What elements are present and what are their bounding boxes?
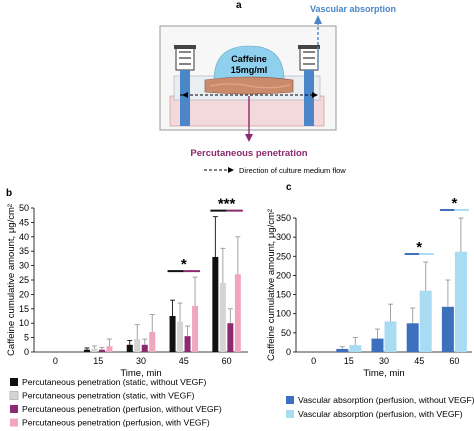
significance-label: ***	[218, 196, 236, 213]
bar	[336, 348, 349, 352]
x-tick-label: 30	[136, 356, 146, 366]
bar	[349, 345, 362, 352]
bar	[441, 306, 454, 352]
y-tick-label: 250	[276, 251, 291, 261]
y-tick-label: 300	[276, 232, 291, 242]
bar	[184, 336, 191, 352]
legend-swatch	[286, 410, 294, 418]
percutaneous-label: Percutaneous penetration	[190, 148, 307, 159]
y-tick-label: 50	[19, 203, 29, 213]
x-tick-label: 0	[311, 356, 316, 366]
legend-label: Percutaneous penetration (static, withou…	[22, 377, 207, 387]
bar	[126, 344, 133, 352]
bar	[234, 274, 241, 352]
y-tick-label: 45	[19, 217, 29, 227]
bar	[219, 282, 226, 352]
legend-label: Percutaneous penetration (perfusion, wit…	[22, 418, 210, 428]
y-tick-label: 10	[19, 318, 29, 328]
x-tick-label: 15	[344, 356, 354, 366]
legend-swatch	[286, 396, 294, 404]
bar	[227, 323, 234, 352]
bar	[149, 331, 156, 352]
chart-c: 0 50 100 150 200 250 300 350 0 15 30 45 60 * * Time, mi…	[266, 195, 474, 419]
significance-label: *	[416, 239, 422, 256]
flow-legend-label: Direction of culture medium flow	[239, 166, 346, 175]
x-tick-label: 30	[379, 356, 389, 366]
x-tick-label: 60	[222, 356, 232, 366]
legend-swatch	[10, 378, 18, 386]
bar	[454, 251, 467, 352]
lower-chamber	[169, 95, 325, 127]
legend-label: Vascular absorption (perfusion, with VEG…	[298, 409, 463, 419]
y-tick-label: 40	[19, 232, 29, 242]
legend-swatch	[10, 418, 18, 427]
y-tick-label: 100	[276, 309, 291, 319]
x-tick-label: 60	[449, 356, 459, 366]
x-tick-label: 45	[414, 356, 424, 366]
bar	[83, 349, 90, 352]
panel-a-letter: a	[236, 0, 242, 11]
y-tick-label: 50	[281, 328, 291, 338]
bar	[169, 316, 176, 352]
significance-label: *	[451, 195, 457, 212]
bar	[134, 339, 141, 352]
bar	[106, 346, 113, 352]
y-tick-label: 35	[19, 246, 29, 256]
y-tick-label: 200	[276, 270, 291, 280]
vascular-label: Vascular absorption	[310, 4, 396, 14]
panel-c-letter: c	[286, 182, 292, 193]
dose-label: 15mg/ml	[231, 65, 268, 75]
bar	[384, 321, 397, 352]
y-axis-title: Caffeine cumulative amount, μg/cm²	[6, 204, 17, 356]
x-tick-label: 45	[179, 356, 189, 366]
panel-a: a Caffeine 15mg/ml	[159, 0, 396, 175]
legend-swatch	[10, 405, 18, 413]
legend-label: Vascular absorption (perfusion, without …	[298, 395, 474, 405]
x-tick-label: 15	[93, 356, 103, 366]
bar	[141, 344, 148, 352]
y-tick-label: 350	[276, 213, 291, 223]
x-axis-title: Time, min	[120, 368, 161, 379]
left-pump	[174, 45, 196, 126]
x-tick-label: 0	[53, 356, 58, 366]
bar	[192, 305, 199, 352]
x-axis-title: Time, min	[363, 368, 404, 379]
y-tick-label: 0	[286, 347, 291, 357]
bar	[91, 348, 98, 352]
y-tick-label: 0	[24, 347, 29, 357]
panel-b-letter: b	[6, 188, 12, 199]
caffeine-drop	[213, 45, 285, 81]
y-tick-label: 25	[19, 275, 29, 285]
significance-label: *	[181, 256, 187, 273]
y-tick-label: 30	[19, 261, 29, 271]
bar	[98, 349, 105, 352]
y-tick-label: 15	[19, 304, 29, 314]
y-tick-label: 5	[24, 333, 29, 343]
y-axis-title: Caffeine cumulative amount, μg/cm²	[266, 209, 277, 361]
y-tick-label: 150	[276, 290, 291, 300]
bar	[406, 323, 419, 352]
legend-label: Percutaneous penetration (perfusion, wit…	[22, 404, 222, 414]
bar	[371, 338, 384, 352]
legend-swatch	[9, 391, 19, 400]
bar	[212, 256, 219, 352]
bar	[177, 321, 184, 352]
caffeine-label: Caffeine	[231, 54, 267, 64]
y-tick-label: 20	[19, 289, 29, 299]
legend-label: Percutaneous penetration (static, with V…	[22, 391, 195, 401]
bar	[419, 290, 432, 352]
